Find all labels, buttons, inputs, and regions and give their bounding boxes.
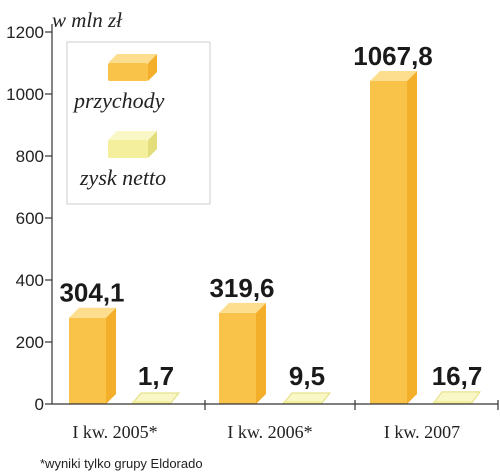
bar-revenue xyxy=(219,302,266,404)
data-label-net-profit: 1,7 xyxy=(138,361,174,391)
data-label-revenue: 304,1 xyxy=(59,278,124,308)
y-tick-label: 200 xyxy=(16,333,44,352)
bar-revenue xyxy=(69,307,116,404)
legend-swatch-net-profit xyxy=(108,131,157,158)
bar-revenue xyxy=(370,70,417,405)
y-tick-label: 800 xyxy=(16,147,44,166)
data-label-net-profit: 16,7 xyxy=(432,361,483,391)
legend-label-net-profit: zysk netto xyxy=(79,165,166,190)
y-tick-label: 1200 xyxy=(6,23,44,42)
x-tick-label: I kw. 2007 xyxy=(384,422,460,442)
x-tick-label: I kw. 2005* xyxy=(72,422,157,442)
x-axis: I kw. 2005* I kw. 2006* I kw. 2007 xyxy=(52,400,499,442)
data-label-revenue: 319,6 xyxy=(209,273,274,303)
y-axis: 0 200 400 600 800 1000 1200 xyxy=(6,23,53,414)
bar-net-profit xyxy=(432,391,481,405)
y-tick-label: 600 xyxy=(16,209,44,228)
bar-net-profit xyxy=(130,392,181,405)
bar-net-profit xyxy=(281,392,332,405)
y-tick-label: 0 xyxy=(35,395,44,414)
bars: 304,1 319,6 1067,8 1,7 9,5 16,7 xyxy=(59,41,483,405)
footnote: *wyniki tylko grupy Eldorado xyxy=(40,456,203,471)
y-tick-label: 400 xyxy=(16,271,44,290)
legend-label-revenue: przychody xyxy=(72,88,165,113)
x-tick-label: I kw. 2006* xyxy=(227,422,312,442)
unit-label: w mln zł xyxy=(52,8,123,32)
y-tick-label: 1000 xyxy=(6,85,44,104)
data-label-net-profit: 9,5 xyxy=(289,361,325,391)
legend-swatch-revenue xyxy=(108,54,157,81)
legend: przychody zysk netto xyxy=(66,41,211,205)
data-label-revenue: 1067,8 xyxy=(353,41,433,71)
